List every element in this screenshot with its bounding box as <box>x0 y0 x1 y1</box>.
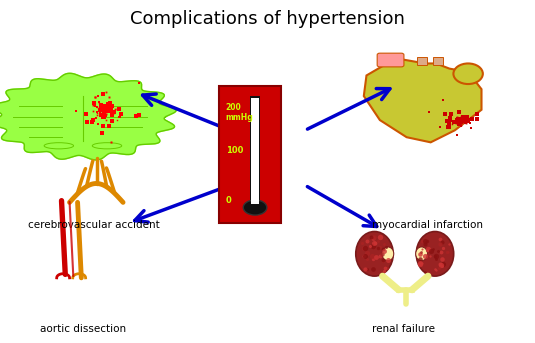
Text: Complications of hypertension: Complications of hypertension <box>130 10 405 28</box>
Ellipse shape <box>356 232 393 276</box>
Ellipse shape <box>416 247 427 261</box>
Ellipse shape <box>416 232 454 276</box>
Ellipse shape <box>44 143 74 149</box>
Text: 0: 0 <box>226 196 232 205</box>
Text: renal failure: renal failure <box>372 324 435 334</box>
Bar <box>433 57 443 65</box>
Polygon shape <box>364 58 482 142</box>
Bar <box>417 57 427 65</box>
Ellipse shape <box>382 247 394 261</box>
FancyBboxPatch shape <box>377 53 404 67</box>
FancyBboxPatch shape <box>219 86 281 223</box>
Bar <box>251 98 259 204</box>
Bar <box>250 96 260 204</box>
Text: 100: 100 <box>226 146 243 155</box>
Ellipse shape <box>92 143 122 149</box>
Ellipse shape <box>454 63 483 84</box>
Text: cerebrovascular accident: cerebrovascular accident <box>28 220 159 229</box>
Text: myocardial infarction: myocardial infarction <box>372 220 484 229</box>
Polygon shape <box>0 73 176 160</box>
Text: 200
mmHg: 200 mmHg <box>226 103 254 122</box>
Circle shape <box>243 200 267 215</box>
Text: aortic dissection: aortic dissection <box>40 324 126 334</box>
